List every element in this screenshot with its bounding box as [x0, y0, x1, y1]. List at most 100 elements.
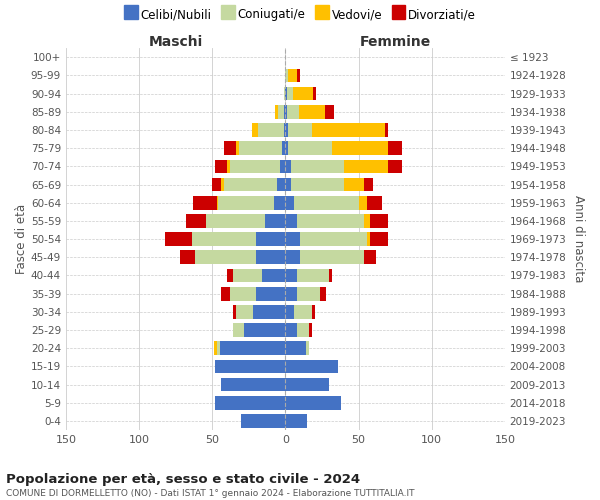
Bar: [309, 324, 311, 337]
Bar: [370, 214, 388, 228]
Bar: [364, 250, 376, 264]
Bar: [287, 86, 293, 101]
Bar: [227, 268, 233, 282]
Bar: [364, 214, 370, 228]
Bar: [364, 178, 373, 192]
Bar: [286, 324, 297, 337]
Y-axis label: Anni di nascita: Anni di nascita: [572, 196, 585, 283]
Bar: [215, 396, 286, 409]
Bar: [262, 268, 286, 282]
Bar: [286, 105, 287, 118]
Bar: [329, 268, 332, 282]
Bar: [344, 160, 388, 173]
Bar: [286, 196, 294, 209]
Bar: [257, 123, 284, 137]
Bar: [297, 68, 300, 82]
Bar: [224, 178, 277, 192]
Bar: [256, 232, 286, 246]
Bar: [286, 342, 306, 355]
Bar: [236, 142, 239, 155]
Bar: [359, 196, 367, 209]
Bar: [367, 196, 382, 209]
Bar: [367, 232, 370, 246]
Bar: [370, 232, 388, 246]
Bar: [286, 178, 291, 192]
Bar: [233, 324, 244, 337]
Bar: [300, 232, 367, 246]
Bar: [286, 360, 338, 374]
Bar: [217, 342, 220, 355]
Bar: [300, 250, 364, 264]
Bar: [239, 142, 283, 155]
Bar: [193, 196, 217, 209]
Bar: [294, 305, 311, 318]
Bar: [286, 268, 297, 282]
Bar: [388, 142, 403, 155]
Bar: [233, 305, 236, 318]
Bar: [325, 105, 334, 118]
Bar: [286, 214, 297, 228]
Bar: [344, 178, 364, 192]
Bar: [286, 160, 291, 173]
Bar: [320, 287, 326, 300]
Bar: [286, 378, 329, 392]
Text: Maschi: Maschi: [149, 35, 203, 49]
Bar: [293, 86, 313, 101]
Bar: [230, 287, 256, 300]
Bar: [280, 160, 286, 173]
Bar: [288, 142, 332, 155]
Bar: [299, 105, 325, 118]
Bar: [297, 287, 320, 300]
Bar: [332, 142, 388, 155]
Bar: [284, 86, 286, 101]
Bar: [297, 324, 309, 337]
Text: Popolazione per età, sesso e stato civile - 2024: Popolazione per età, sesso e stato civil…: [6, 472, 360, 486]
Bar: [253, 305, 286, 318]
Bar: [284, 105, 286, 118]
Bar: [214, 342, 217, 355]
Text: COMUNE DI DORMELLETTO (NO) - Dati ISTAT 1° gennaio 2024 - Elaborazione TUTTITALI: COMUNE DI DORMELLETTO (NO) - Dati ISTAT …: [6, 489, 415, 498]
Bar: [286, 414, 307, 428]
Bar: [217, 196, 218, 209]
Bar: [221, 287, 230, 300]
Bar: [288, 123, 311, 137]
Legend: Celibi/Nubili, Coniugati/e, Vedovi/e, Divorziati/e: Celibi/Nubili, Coniugati/e, Vedovi/e, Di…: [122, 6, 478, 24]
Bar: [277, 178, 286, 192]
Bar: [286, 396, 341, 409]
Bar: [284, 123, 286, 137]
Bar: [288, 68, 297, 82]
Bar: [313, 86, 316, 101]
Bar: [244, 324, 286, 337]
Text: Femmine: Femmine: [359, 35, 431, 49]
Bar: [274, 196, 286, 209]
Bar: [297, 214, 364, 228]
Bar: [218, 196, 274, 209]
Bar: [286, 123, 288, 137]
Bar: [220, 342, 286, 355]
Bar: [291, 160, 344, 173]
Bar: [192, 232, 256, 246]
Bar: [265, 214, 286, 228]
Bar: [306, 342, 309, 355]
Bar: [385, 123, 388, 137]
Bar: [215, 360, 286, 374]
Bar: [286, 142, 288, 155]
Bar: [256, 250, 286, 264]
Y-axis label: Fasce di età: Fasce di età: [15, 204, 28, 274]
Bar: [256, 287, 286, 300]
Bar: [283, 142, 286, 155]
Bar: [311, 123, 385, 137]
Bar: [286, 232, 300, 246]
Bar: [294, 196, 359, 209]
Bar: [278, 105, 284, 118]
Bar: [180, 250, 194, 264]
Bar: [286, 250, 300, 264]
Bar: [286, 86, 287, 101]
Bar: [236, 305, 253, 318]
Bar: [287, 105, 299, 118]
Bar: [230, 160, 280, 173]
Bar: [286, 305, 294, 318]
Bar: [224, 142, 236, 155]
Bar: [233, 268, 262, 282]
Bar: [215, 160, 227, 173]
